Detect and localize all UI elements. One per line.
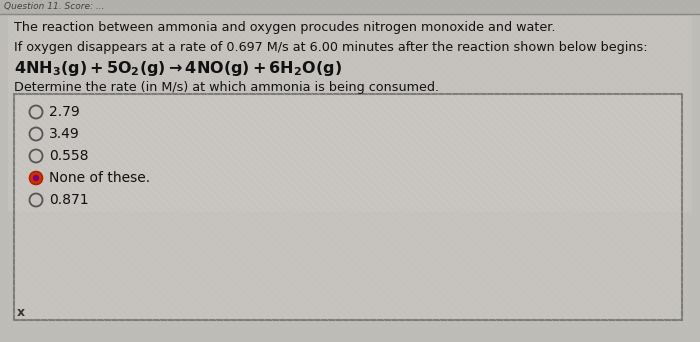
Text: If oxygen disappears at a rate of 0.697 M/s at 6.00 minutes after the reaction s: If oxygen disappears at a rate of 0.697 … (14, 40, 648, 53)
Text: $\mathbf{4NH_3(g) + 5O_2(g) \rightarrow 4NO(g) + 6H_2O(g)}$: $\mathbf{4NH_3(g) + 5O_2(g) \rightarrow … (14, 60, 342, 79)
FancyBboxPatch shape (8, 16, 692, 212)
Text: 3.49: 3.49 (49, 127, 80, 141)
Text: Determine the rate (in M/s) at which ammonia is being consumed.: Determine the rate (in M/s) at which amm… (14, 81, 439, 94)
Text: The reaction between ammonia and oxygen procudes nitrogen monoxide and water.: The reaction between ammonia and oxygen … (14, 21, 556, 34)
Text: Question 11. Score: ...: Question 11. Score: ... (4, 2, 104, 12)
Circle shape (34, 175, 38, 181)
FancyBboxPatch shape (0, 0, 700, 14)
Text: 0.871: 0.871 (49, 193, 89, 207)
FancyBboxPatch shape (14, 94, 682, 320)
Text: x: x (17, 305, 25, 318)
Circle shape (29, 171, 43, 184)
Text: None of these.: None of these. (49, 171, 150, 185)
Text: 2.79: 2.79 (49, 105, 80, 119)
Text: 0.558: 0.558 (49, 149, 88, 163)
